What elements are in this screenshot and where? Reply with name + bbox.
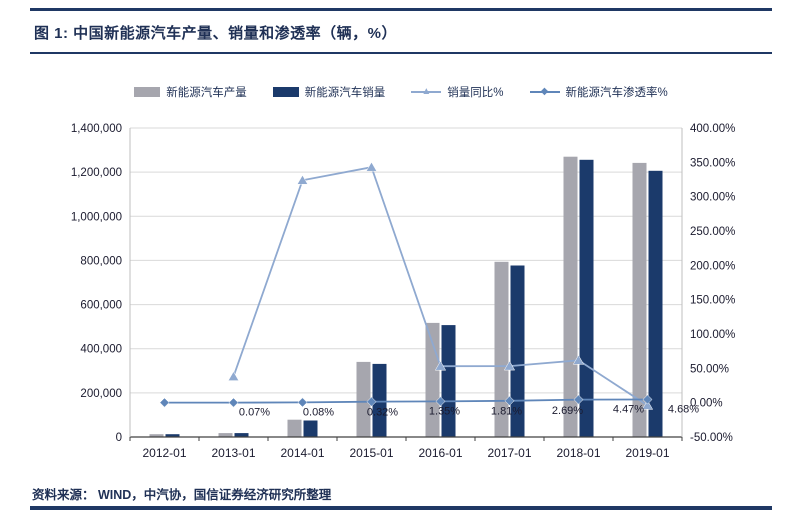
bar <box>165 434 180 437</box>
svg-text:800,000: 800,000 <box>80 255 122 267</box>
triangle-marker <box>434 360 447 371</box>
bar <box>441 325 456 437</box>
legend-item: ▲ 销量同比% <box>411 84 504 100</box>
svg-text:0: 0 <box>116 432 122 444</box>
bar <box>218 433 233 437</box>
top-rule <box>30 8 772 11</box>
legend-diamond-line-swatch: ◆ <box>529 85 560 99</box>
bar <box>579 159 594 438</box>
svg-text:1,400,000: 1,400,000 <box>71 123 122 135</box>
svg-text:2017-01: 2017-01 <box>487 446 531 460</box>
svg-text:0.08%: 0.08% <box>303 407 334 419</box>
svg-text:2019-01: 2019-01 <box>625 446 669 460</box>
triangle-marker <box>503 360 516 371</box>
svg-text:0.00%: 0.00% <box>690 398 723 410</box>
svg-text:200,000: 200,000 <box>80 388 122 400</box>
svg-text:400.00%: 400.00% <box>690 123 735 135</box>
left-axis-labels: 0 200,000 400,000 600,000 800,000 1,000,000 1,… <box>71 123 122 444</box>
svg-text:350.00%: 350.00% <box>690 157 735 169</box>
triangle-marker <box>572 354 585 365</box>
diamond-marker <box>642 394 653 405</box>
svg-text:1,200,000: 1,200,000 <box>71 167 122 179</box>
source-note: 资料来源： WIND，中汽协，国信证券经济研究所整理 <box>32 488 332 502</box>
bar <box>356 361 371 437</box>
bar <box>510 265 525 437</box>
bar <box>287 419 302 437</box>
penetration-line: 0.07% 0.08% 0.32% 1.35% 1.81% 2.69% 4.47% 4.68% <box>159 394 699 419</box>
bar <box>149 434 164 437</box>
chart: 0 200,000 400,000 600,000 800,000 1,000,000 1,… <box>71 123 736 460</box>
chart-legend: 新能源汽车产量 新能源汽车销量 ▲ 销量同比% ◆ 新能源汽车渗透率% <box>30 84 772 100</box>
legend-triangle-line-swatch: ▲ <box>411 85 442 99</box>
svg-text:600,000: 600,000 <box>80 300 122 312</box>
legend-item: 新能源汽车销量 <box>272 84 386 100</box>
svg-text:1,000,000: 1,000,000 <box>71 211 122 223</box>
legend-bar-swatch <box>272 87 299 97</box>
diamond-marker <box>366 396 377 407</box>
yoy-line <box>227 161 654 410</box>
svg-text:4.47%: 4.47% <box>613 404 644 416</box>
bar <box>563 156 578 437</box>
svg-text:2014-01: 2014-01 <box>280 446 324 460</box>
bars-sales <box>165 159 663 438</box>
legend-label: 新能源汽车产量 <box>166 87 247 99</box>
legend-label: 销量同比% <box>447 87 504 99</box>
svg-text:50.00%: 50.00% <box>690 363 729 375</box>
title-divider <box>30 52 772 54</box>
svg-text:2015-01: 2015-01 <box>349 446 393 460</box>
svg-text:0.07%: 0.07% <box>239 407 270 419</box>
bar <box>425 322 440 437</box>
x-axis-labels: 2012-01 2013-01 2014-01 2015-01 2016-01 2017-… <box>142 446 669 460</box>
diamond-marker <box>159 397 170 408</box>
legend-bar-swatch <box>134 87 161 97</box>
bar <box>303 420 318 437</box>
svg-text:200.00%: 200.00% <box>690 260 735 272</box>
right-axis-labels: -50.00% 0.00% 50.00% 100.00% 150.00% 200.00% 2… <box>690 123 735 444</box>
triangle-marker <box>227 371 240 381</box>
svg-text:400,000: 400,000 <box>80 344 122 356</box>
gridlines <box>130 127 682 394</box>
svg-text:1.81%: 1.81% <box>491 405 522 417</box>
diamond-marker <box>504 395 515 406</box>
triangle-marker <box>365 161 378 172</box>
figure-title: 图 1: 中国新能源汽车产量、销量和渗透率（辆，%） <box>34 25 398 42</box>
svg-text:2012-01: 2012-01 <box>142 446 186 460</box>
diamond-marker <box>435 396 446 407</box>
bar <box>372 363 387 437</box>
legend-item: 新能源汽车产量 <box>134 84 247 100</box>
bar <box>494 261 509 437</box>
svg-text:2018-01: 2018-01 <box>556 446 600 460</box>
svg-text:100.00%: 100.00% <box>690 329 735 341</box>
svg-text:250.00%: 250.00% <box>690 226 735 238</box>
svg-text:2016-01: 2016-01 <box>418 446 462 460</box>
diamond-marker <box>573 394 584 405</box>
svg-text:4.68%: 4.68% <box>668 404 699 416</box>
x-axis <box>129 128 683 441</box>
svg-text:1.35%: 1.35% <box>429 406 460 418</box>
triangle-marker <box>641 399 654 410</box>
bar <box>234 433 249 437</box>
bars-production <box>149 156 647 437</box>
svg-text:2013-01: 2013-01 <box>211 446 255 460</box>
svg-text:0.32%: 0.32% <box>367 406 398 418</box>
svg-text:300.00%: 300.00% <box>690 192 735 204</box>
bar <box>648 170 663 438</box>
svg-text:150.00%: 150.00% <box>690 295 735 307</box>
legend-label: 新能源汽车渗透率% <box>565 87 668 99</box>
legend-item: ◆ 新能源汽车渗透率% <box>529 84 668 100</box>
bottom-rule <box>30 506 772 510</box>
diamond-marker <box>228 397 239 408</box>
legend-label: 新能源汽车销量 <box>304 87 386 99</box>
triangle-marker <box>296 174 309 185</box>
diamond-marker <box>297 397 308 408</box>
bar <box>632 162 647 437</box>
svg-text:2.69%: 2.69% <box>552 405 583 417</box>
svg-text:-50.00%: -50.00% <box>690 432 733 444</box>
